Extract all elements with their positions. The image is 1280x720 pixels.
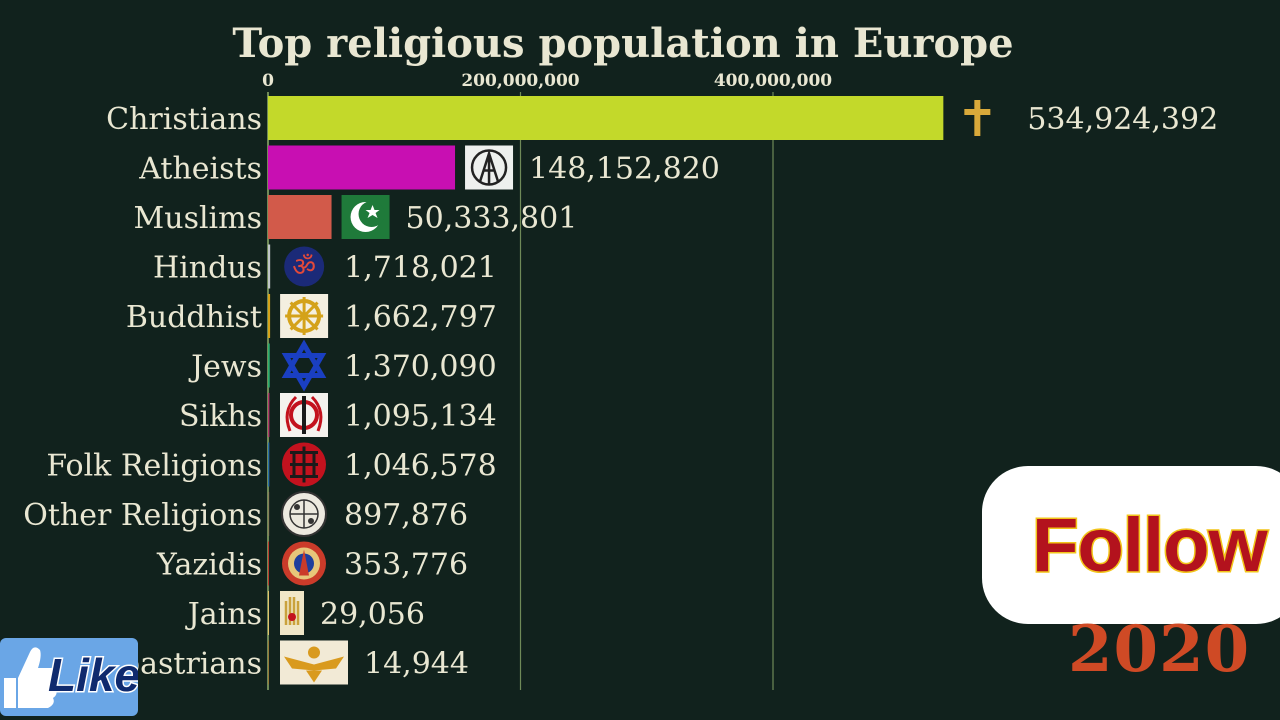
om-icon: ॐ [284, 246, 325, 287]
bars: Christians 534,924,392 Atheists 148,152,820… [23, 96, 1218, 685]
follow-button[interactable]: Follow [982, 466, 1280, 624]
x-tick-label: 400,000,000 [714, 71, 832, 91]
value-label: 353,776 [344, 548, 468, 583]
value-label: 1,095,134 [344, 399, 497, 434]
value-label: 50,333,801 [406, 201, 578, 236]
category-label: Hindus [153, 251, 262, 286]
bar-row: Hindus ॐ 1,718,021 [153, 244, 497, 289]
x-axis-ticks: 0 200,000,000 400,000,000 [262, 71, 832, 91]
bar [268, 294, 271, 338]
folk-symbol-icon [282, 442, 326, 487]
x-tick-label: 200,000,000 [461, 71, 579, 91]
star-of-david-icon [281, 339, 327, 392]
bar [268, 492, 270, 536]
category-label: Buddhist [126, 300, 262, 335]
crescent-star-icon [341, 195, 390, 239]
category-label: Christians [106, 102, 262, 137]
bar-row: Jains 29,056 [185, 591, 425, 635]
bar-row: Jews 1,370,090 [188, 339, 497, 392]
bar [268, 393, 270, 437]
bar [268, 591, 269, 635]
x-tick-label: 0 [262, 71, 274, 91]
dharma-wheel-icon [280, 294, 329, 338]
category-label: Muslims [134, 201, 262, 236]
svg-text:ॐ: ॐ [292, 253, 316, 283]
year-label: 2020 [1068, 612, 1251, 687]
value-label: 29,056 [320, 597, 425, 632]
bar [268, 145, 456, 190]
category-label: Sikhs [179, 399, 262, 434]
value-label: 1,662,797 [344, 300, 497, 335]
category-label: Jains [185, 597, 262, 632]
khanda-icon [280, 393, 328, 437]
bar-row: Folk Religions 1,046,578 [46, 442, 497, 487]
value-label: 148,152,820 [529, 152, 720, 187]
bar [268, 541, 269, 586]
bar-row: Atheists 148,152,820 [138, 145, 720, 190]
cross-icon [964, 100, 991, 136]
bar-row: Sikhs 1,095,134 [179, 393, 497, 437]
bar [268, 343, 270, 388]
bar [268, 244, 271, 289]
bar-row: Yazidis 353,776 [156, 541, 468, 586]
bar-row: Christians 534,924,392 [106, 96, 1218, 140]
value-label: 534,924,392 [1027, 102, 1218, 137]
religions-emblem-icon [281, 491, 327, 537]
bar-row: Other Religions 897,876 [23, 491, 468, 537]
grid-lines [267, 92, 774, 690]
bar [268, 640, 269, 685]
value-label: 897,876 [344, 498, 468, 533]
value-label: 1,370,090 [344, 350, 497, 385]
category-label: Folk Religions [46, 449, 262, 484]
value-label: 1,046,578 [344, 449, 497, 484]
thumbs-up-icon [4, 647, 58, 708]
category-label: Other Religions [23, 498, 262, 533]
follow-label: Follow [1031, 501, 1270, 589]
jain-hand-icon [280, 591, 304, 635]
value-label: 1,718,021 [344, 251, 497, 286]
like-label: Like [46, 648, 138, 703]
bar-row: Muslims 50,333,801 [134, 195, 578, 239]
bar [268, 195, 332, 239]
yazidi-sun-icon [282, 541, 326, 586]
bar-row: Buddhist 1,662,797 [126, 294, 497, 338]
category-label: Yazidis [156, 548, 262, 583]
bar [268, 96, 944, 140]
bar [268, 442, 270, 487]
faravahar-icon [280, 640, 348, 685]
chart-title: Top religious population in Europe [232, 20, 1013, 67]
value-label: 14,944 [364, 647, 469, 682]
category-label: Jews [188, 350, 262, 385]
atheism-icon [465, 145, 514, 190]
like-button[interactable]: Like [0, 638, 138, 716]
category-label: Atheists [138, 152, 262, 187]
